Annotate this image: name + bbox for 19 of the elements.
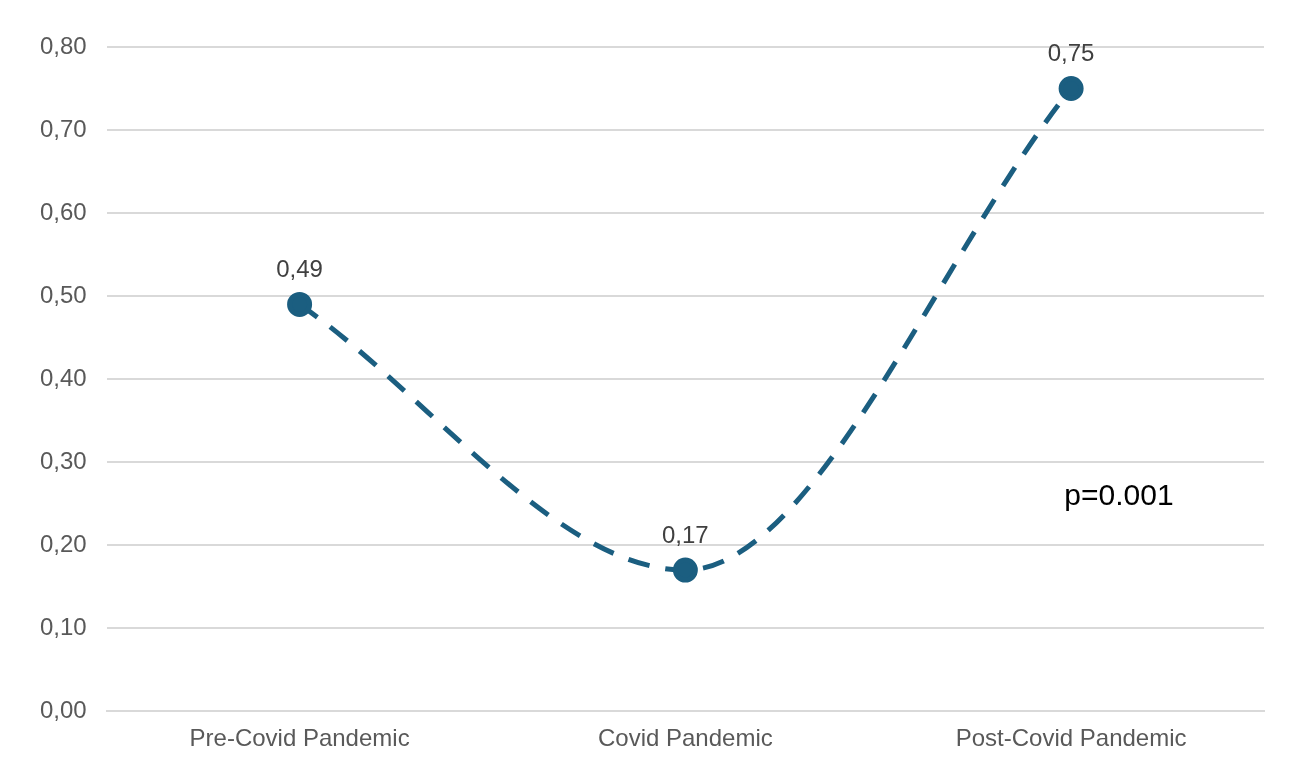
- y-tick-label: 0,30: [39, 446, 87, 474]
- y-tick-label: 0,20: [39, 529, 87, 557]
- y-tick-label: 0,50: [39, 280, 87, 308]
- y-tick-label: 0,70: [39, 114, 87, 142]
- point: [287, 291, 313, 317]
- y-tick-label: 0,60: [39, 197, 87, 225]
- point: [1058, 76, 1084, 102]
- data-label: 0,17: [662, 520, 709, 548]
- y-tick-label: 0,00: [39, 695, 87, 723]
- data-label: 0,49: [276, 255, 323, 282]
- y-tick-label: 0,40: [39, 363, 87, 391]
- x-tick-label: Covid Pandemic: [597, 724, 773, 752]
- y-tick-label: 0,10: [39, 612, 87, 640]
- annotation: p=0.001: [1064, 478, 1174, 512]
- data-label: 0,75: [1047, 39, 1095, 67]
- y-tick-label: 0,80: [39, 31, 87, 59]
- point: [672, 557, 698, 583]
- x-tick-label: Post-Covid Pandemic: [955, 724, 1187, 752]
- x-tick-label: Pre-Covid Pandemic: [189, 724, 410, 752]
